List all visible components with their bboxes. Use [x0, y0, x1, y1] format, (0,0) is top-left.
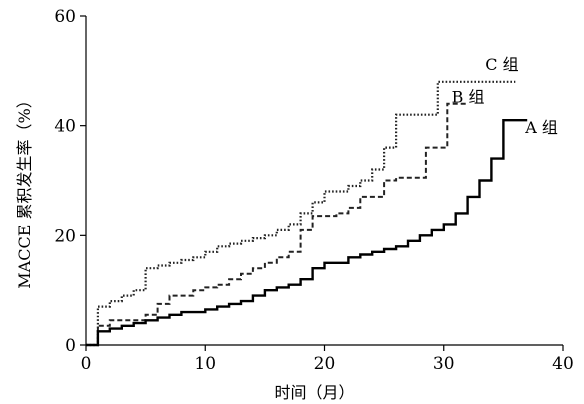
series-line-1	[86, 80, 516, 347]
series-label-1: C 组	[485, 55, 518, 74]
y-tick-label: 40	[54, 117, 76, 137]
x-tick-label: 20	[314, 354, 336, 374]
series-label-3: A 组	[524, 118, 558, 137]
series-line-2	[86, 102, 468, 346]
plot-lines	[86, 80, 528, 347]
x-axis-title: 时间（月）	[274, 383, 354, 402]
x-tick-label: 10	[194, 354, 216, 374]
axes: 0 10 20 30 40 0 20 40 60	[54, 7, 573, 374]
x-tick-label: 40	[552, 354, 574, 374]
labels: 时间（月） MACCE 累积发生率（%） C 组B 组 A 组	[15, 55, 558, 402]
x-tick-label: 0	[81, 354, 92, 374]
series-line-3	[86, 119, 528, 347]
y-tick-label: 20	[54, 226, 76, 246]
x-tick-label: 30	[433, 354, 455, 374]
series-label-2: B 组	[452, 88, 485, 107]
y-tick-label: 60	[54, 7, 76, 27]
y-tick-label: 0	[65, 336, 76, 356]
y-axis-title: MACCE 累积发生率（%）	[15, 92, 34, 288]
